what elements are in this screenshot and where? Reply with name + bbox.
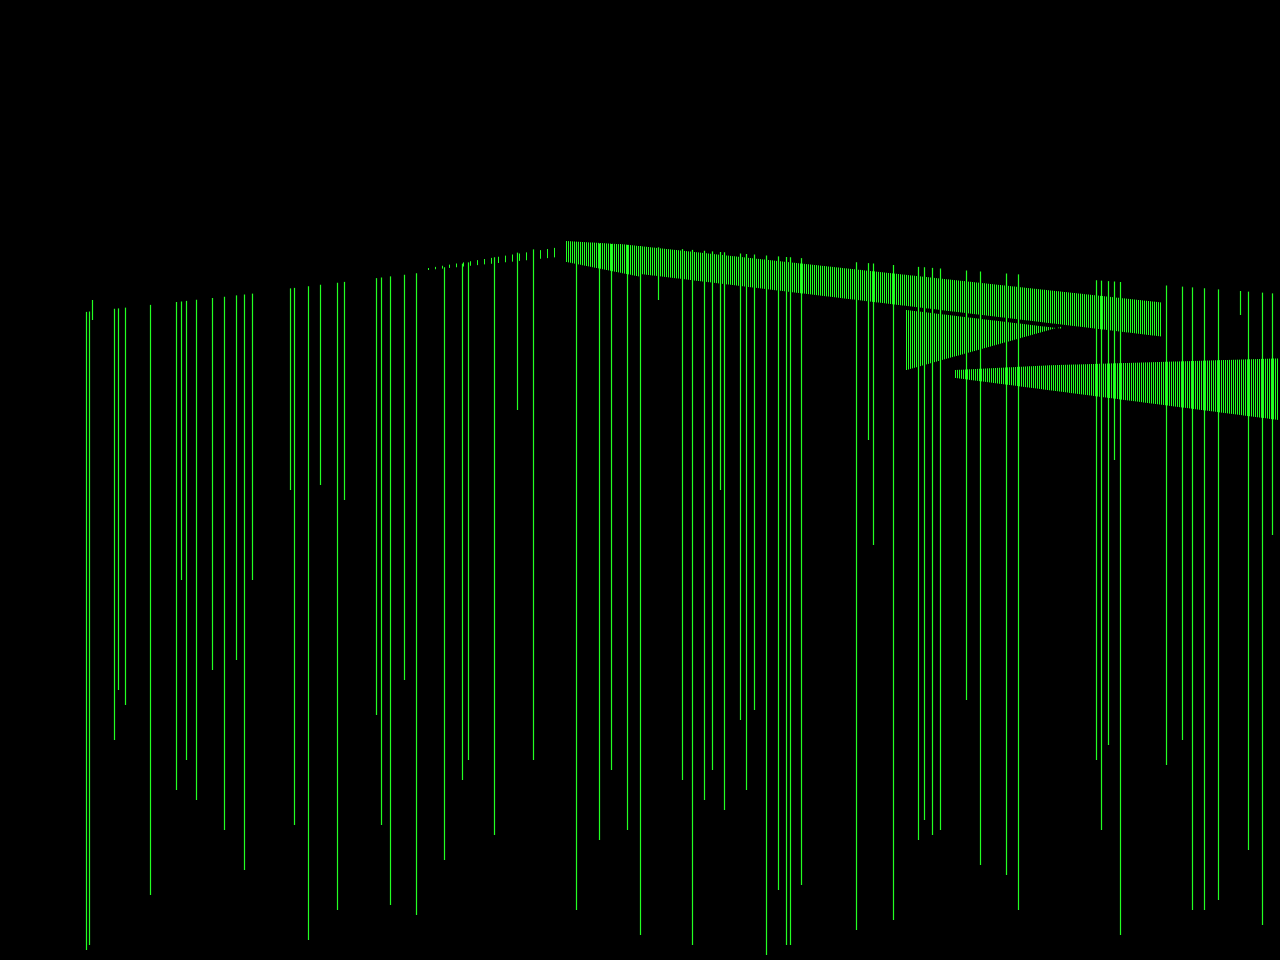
scanline-columns bbox=[85, 241, 1278, 955]
